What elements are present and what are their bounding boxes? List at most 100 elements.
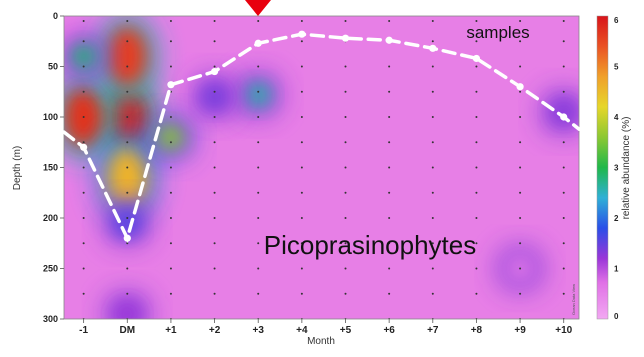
sample-dot — [82, 166, 85, 169]
sample-dot — [257, 20, 260, 23]
sample-dot — [475, 90, 478, 93]
sample-dot — [344, 116, 347, 118]
sample-dot — [344, 267, 347, 270]
mld-point — [298, 30, 306, 38]
sample-dot — [519, 40, 522, 43]
sample-dot — [213, 40, 216, 43]
sample-dot — [169, 267, 172, 270]
sample-dot — [126, 166, 129, 169]
colorbar-tick-label: 6 — [614, 16, 619, 25]
mixed-layer-line — [62, 30, 581, 244]
sample-dot — [431, 242, 434, 245]
mld-point — [123, 234, 131, 242]
blob-core-5 — [157, 124, 185, 151]
sample-dot — [213, 292, 216, 295]
sample-dot — [213, 65, 216, 68]
mld-point — [167, 81, 175, 89]
sample-dot — [475, 267, 478, 270]
sample-dot — [475, 40, 478, 43]
sample-dot — [300, 116, 303, 118]
y-axis: 0 50 100 150 200 250 300 — [43, 11, 64, 324]
sample-dot — [519, 141, 522, 144]
sample-dot — [82, 65, 85, 68]
x-tick-label: +1 — [165, 325, 177, 336]
y-tick-label: 150 — [43, 163, 58, 173]
sample-dot — [257, 267, 260, 270]
sample-dot — [519, 292, 522, 295]
mld-point — [341, 34, 350, 42]
sample-dot — [431, 116, 434, 118]
x-tick-label: +2 — [209, 325, 221, 336]
sample-dot — [344, 242, 347, 245]
sample-dot — [475, 65, 478, 68]
sample-dot — [344, 65, 347, 68]
y-axis-label: Depth (m) — [12, 146, 23, 190]
sample-dot — [388, 217, 391, 219]
sample-dot — [169, 242, 172, 245]
sample-dot — [213, 166, 216, 169]
y-tick-label: 100 — [43, 112, 58, 122]
sample-dot — [562, 40, 565, 43]
annotation-picoprasinophytes: Picoprasinophytes — [264, 230, 476, 260]
sample-dot — [344, 90, 347, 93]
sample-dot — [300, 242, 303, 245]
sample-dot — [475, 292, 478, 295]
sample-dot — [169, 191, 172, 194]
sample-dot — [213, 141, 216, 144]
x-tick-label: +4 — [296, 325, 308, 336]
mld-point — [210, 67, 219, 76]
sample-dot — [126, 116, 129, 118]
sample-dot — [475, 141, 478, 144]
sample-dot — [300, 217, 303, 219]
sample-dot — [126, 217, 129, 219]
blob-core-3 — [106, 147, 148, 208]
sample-dot — [300, 20, 303, 23]
mld-point — [80, 143, 88, 151]
sample-dot — [431, 191, 434, 194]
sample-dot — [562, 292, 565, 295]
mld-point — [472, 54, 481, 63]
sample-dot — [126, 90, 129, 93]
mld-point — [254, 39, 262, 47]
sample-dot — [126, 242, 129, 245]
sample-dot — [388, 141, 391, 144]
sample-dot — [169, 292, 172, 295]
sample-dot — [257, 191, 260, 194]
sample-dot — [431, 217, 434, 219]
sample-dot — [213, 116, 216, 118]
sample-dot — [257, 242, 260, 245]
sample-dot — [257, 166, 260, 169]
sample-dot — [213, 242, 216, 245]
y-tick-label: 0 — [53, 11, 58, 21]
watermark: Ocean Data View — [571, 284, 576, 315]
y-tick-label: 300 — [43, 314, 58, 324]
x-tick-label: +3 — [253, 325, 265, 336]
annotation-samples: samples — [466, 23, 529, 42]
mld-point — [429, 44, 437, 52]
x-tick-label: +9 — [514, 325, 526, 336]
x-tick-label: +6 — [383, 325, 395, 336]
sample-dot — [388, 191, 391, 194]
sample-dot — [431, 40, 434, 43]
sample-dot — [475, 166, 478, 169]
sample-dot — [213, 20, 216, 23]
sample-dot — [475, 217, 478, 219]
sample-dot — [300, 166, 303, 169]
x-tick-label: +8 — [471, 325, 483, 336]
x-tick-label: +7 — [427, 325, 439, 336]
blob-core-9 — [114, 210, 141, 237]
sample-dot — [519, 90, 522, 93]
sample-dot — [388, 242, 391, 245]
sample-dot — [82, 267, 85, 270]
y-tick-label: 250 — [43, 264, 58, 274]
sample-dot — [388, 166, 391, 169]
sample-dot — [562, 20, 565, 23]
blob-core-7 — [201, 83, 228, 110]
sample-dot — [344, 20, 347, 23]
sample-dot — [519, 116, 522, 118]
sample-dot — [300, 141, 303, 144]
blob-core-8 — [550, 98, 577, 125]
sample-dot — [213, 267, 216, 270]
sample-dot — [475, 191, 478, 194]
